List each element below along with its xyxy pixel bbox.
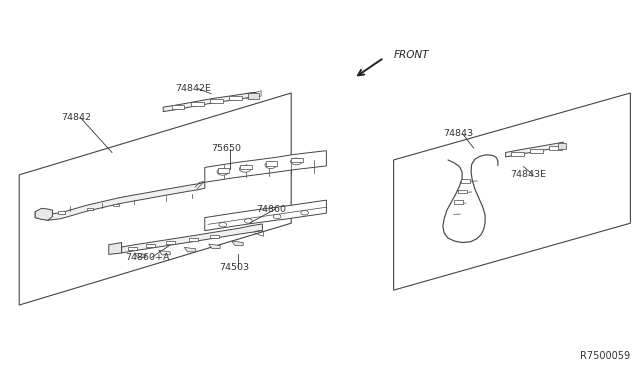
Polygon shape (109, 243, 122, 254)
Bar (58, 211, 65, 214)
Polygon shape (394, 93, 630, 290)
Text: 74843E: 74843E (510, 170, 546, 179)
Polygon shape (209, 244, 220, 248)
Bar (172, 105, 184, 109)
Bar (128, 247, 137, 250)
Bar (87, 208, 93, 210)
Text: R7500059: R7500059 (580, 351, 630, 361)
Text: 74503: 74503 (219, 263, 249, 272)
Bar (146, 244, 155, 247)
Bar (240, 165, 252, 169)
Circle shape (239, 166, 251, 172)
Polygon shape (19, 93, 291, 305)
Bar (461, 179, 470, 183)
Polygon shape (122, 224, 262, 253)
Polygon shape (205, 200, 326, 231)
Bar (189, 238, 198, 241)
Text: 74842E: 74842E (175, 84, 211, 93)
Bar (166, 241, 175, 244)
Bar (454, 200, 463, 204)
Polygon shape (35, 182, 205, 220)
Circle shape (301, 211, 308, 215)
Circle shape (291, 158, 302, 165)
Bar (248, 93, 259, 99)
Polygon shape (232, 241, 243, 246)
Polygon shape (184, 247, 196, 252)
Circle shape (265, 162, 276, 169)
Bar (558, 143, 566, 149)
Circle shape (217, 169, 228, 175)
Bar (191, 102, 204, 106)
Polygon shape (35, 208, 52, 220)
Bar (210, 235, 219, 238)
Bar (210, 99, 223, 103)
Bar (266, 161, 277, 166)
Polygon shape (163, 92, 256, 112)
Polygon shape (159, 250, 170, 255)
Text: FRONT: FRONT (394, 50, 429, 60)
Text: 74842: 74842 (61, 113, 91, 122)
Text: 74860+A: 74860+A (125, 253, 170, 262)
Circle shape (219, 222, 227, 227)
Bar (458, 190, 467, 193)
Polygon shape (205, 151, 326, 182)
Polygon shape (134, 253, 146, 257)
Text: 74860: 74860 (256, 205, 286, 214)
Bar (113, 204, 119, 206)
Bar (218, 168, 229, 173)
Bar (549, 146, 562, 150)
Polygon shape (506, 142, 563, 157)
Bar (530, 149, 543, 153)
Bar (511, 152, 524, 156)
Bar (229, 96, 242, 100)
Bar (291, 158, 303, 162)
Circle shape (244, 219, 252, 223)
Circle shape (273, 214, 281, 219)
Text: 74843: 74843 (444, 129, 474, 138)
Text: 75650: 75650 (211, 144, 241, 153)
